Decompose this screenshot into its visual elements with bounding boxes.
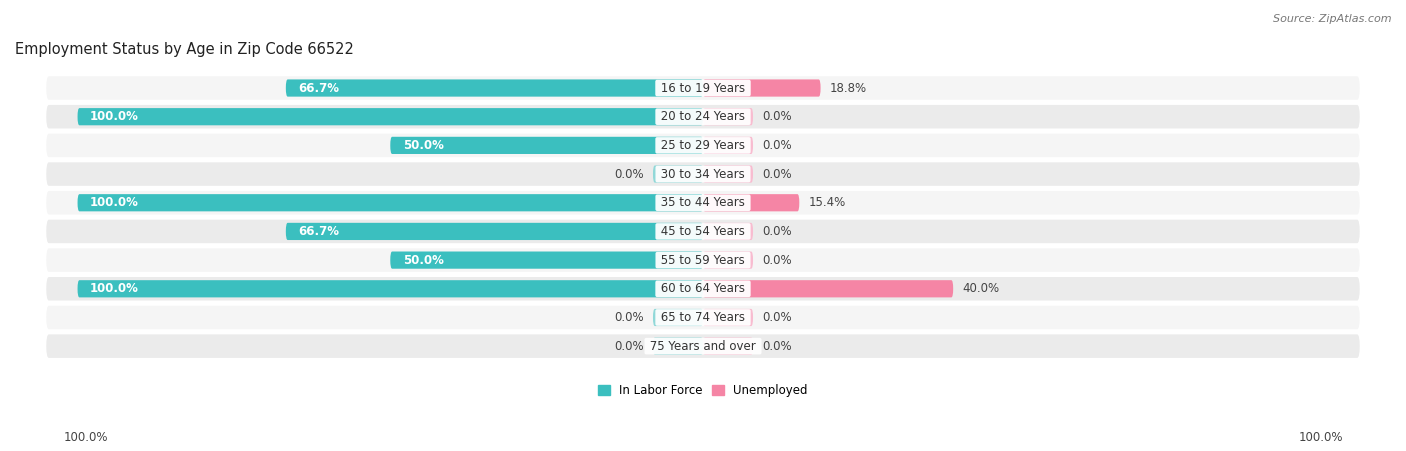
- FancyBboxPatch shape: [46, 306, 1360, 329]
- FancyBboxPatch shape: [46, 249, 1360, 272]
- Text: 0.0%: 0.0%: [762, 340, 792, 353]
- Text: 35 to 44 Years: 35 to 44 Years: [657, 196, 749, 209]
- FancyBboxPatch shape: [703, 252, 754, 269]
- Text: Source: ZipAtlas.com: Source: ZipAtlas.com: [1274, 14, 1392, 23]
- Text: 65 to 74 Years: 65 to 74 Years: [657, 311, 749, 324]
- Text: 100.0%: 100.0%: [1298, 431, 1343, 444]
- Text: 40.0%: 40.0%: [963, 282, 1000, 295]
- Text: 16 to 19 Years: 16 to 19 Years: [657, 82, 749, 95]
- FancyBboxPatch shape: [46, 105, 1360, 129]
- FancyBboxPatch shape: [46, 220, 1360, 243]
- Text: 0.0%: 0.0%: [614, 340, 644, 353]
- Text: 100.0%: 100.0%: [63, 431, 108, 444]
- FancyBboxPatch shape: [703, 108, 754, 125]
- Legend: In Labor Force, Unemployed: In Labor Force, Unemployed: [593, 380, 813, 402]
- FancyBboxPatch shape: [703, 223, 754, 240]
- Text: 0.0%: 0.0%: [614, 311, 644, 324]
- Text: 55 to 59 Years: 55 to 59 Years: [657, 253, 749, 267]
- Text: 66.7%: 66.7%: [298, 82, 339, 95]
- FancyBboxPatch shape: [703, 166, 754, 183]
- Text: 0.0%: 0.0%: [614, 168, 644, 180]
- FancyBboxPatch shape: [703, 280, 953, 297]
- Text: 25 to 29 Years: 25 to 29 Years: [657, 139, 749, 152]
- Text: 0.0%: 0.0%: [762, 168, 792, 180]
- FancyBboxPatch shape: [703, 137, 754, 154]
- Text: 60 to 64 Years: 60 to 64 Years: [657, 282, 749, 295]
- FancyBboxPatch shape: [285, 223, 703, 240]
- FancyBboxPatch shape: [46, 191, 1360, 215]
- Text: 100.0%: 100.0%: [90, 282, 139, 295]
- FancyBboxPatch shape: [703, 337, 754, 355]
- Text: 75 Years and over: 75 Years and over: [647, 340, 759, 353]
- FancyBboxPatch shape: [703, 194, 800, 212]
- Text: 30 to 34 Years: 30 to 34 Years: [657, 168, 749, 180]
- FancyBboxPatch shape: [391, 137, 703, 154]
- Text: 0.0%: 0.0%: [762, 139, 792, 152]
- FancyBboxPatch shape: [703, 309, 754, 326]
- FancyBboxPatch shape: [46, 334, 1360, 358]
- Text: 0.0%: 0.0%: [762, 253, 792, 267]
- FancyBboxPatch shape: [46, 76, 1360, 100]
- Text: 50.0%: 50.0%: [402, 253, 444, 267]
- Text: Employment Status by Age in Zip Code 66522: Employment Status by Age in Zip Code 665…: [15, 42, 354, 57]
- FancyBboxPatch shape: [391, 252, 703, 269]
- Text: 0.0%: 0.0%: [762, 311, 792, 324]
- FancyBboxPatch shape: [77, 194, 703, 212]
- Text: 100.0%: 100.0%: [90, 196, 139, 209]
- FancyBboxPatch shape: [46, 162, 1360, 186]
- FancyBboxPatch shape: [652, 166, 703, 183]
- Text: 50.0%: 50.0%: [402, 139, 444, 152]
- FancyBboxPatch shape: [703, 79, 821, 97]
- Text: 18.8%: 18.8%: [830, 82, 868, 95]
- Text: 45 to 54 Years: 45 to 54 Years: [657, 225, 749, 238]
- FancyBboxPatch shape: [652, 309, 703, 326]
- Text: 15.4%: 15.4%: [808, 196, 846, 209]
- Text: 20 to 24 Years: 20 to 24 Years: [657, 110, 749, 123]
- FancyBboxPatch shape: [285, 79, 703, 97]
- FancyBboxPatch shape: [46, 133, 1360, 157]
- Text: 100.0%: 100.0%: [90, 110, 139, 123]
- FancyBboxPatch shape: [77, 108, 703, 125]
- Text: 0.0%: 0.0%: [762, 225, 792, 238]
- FancyBboxPatch shape: [46, 277, 1360, 300]
- Text: 66.7%: 66.7%: [298, 225, 339, 238]
- FancyBboxPatch shape: [77, 280, 703, 297]
- FancyBboxPatch shape: [652, 337, 703, 355]
- Text: 0.0%: 0.0%: [762, 110, 792, 123]
